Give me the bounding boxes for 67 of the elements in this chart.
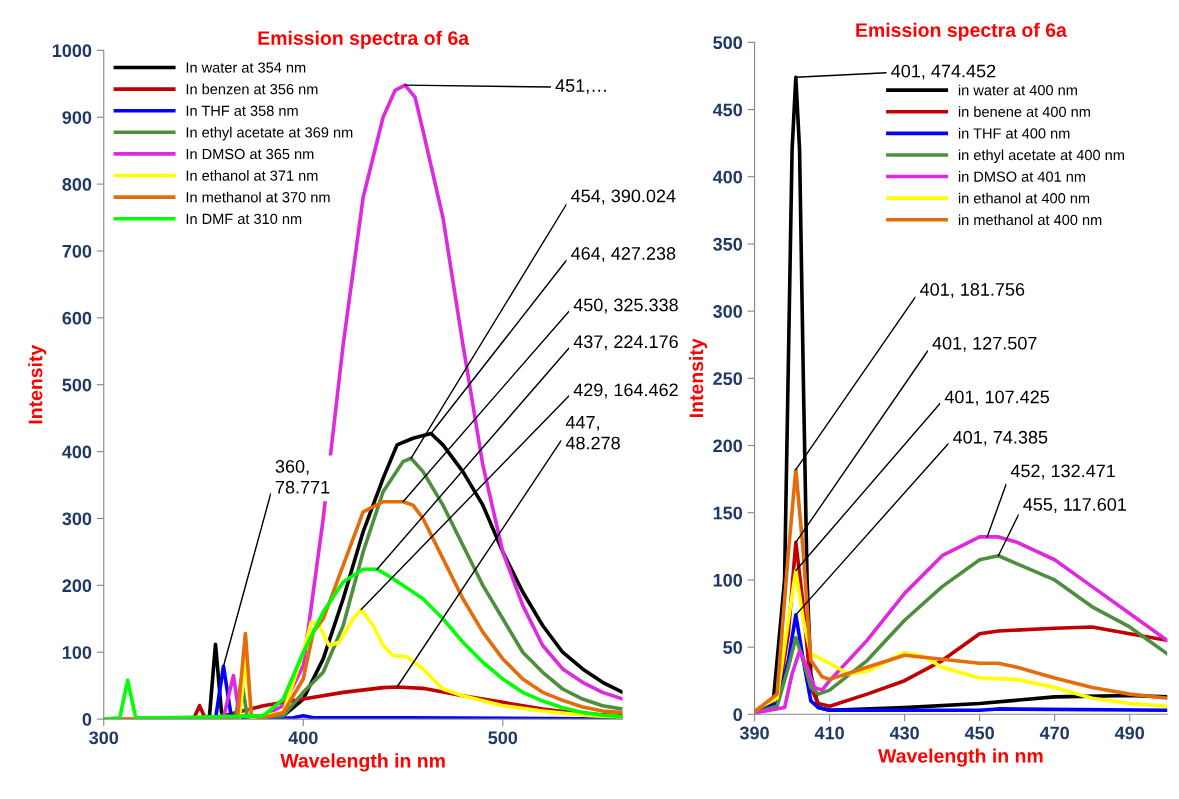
- y-tick-label: 300: [62, 512, 92, 526]
- annotation: 360, 78.771: [275, 460, 330, 494]
- x-axis-title: Wavelength in nm: [280, 753, 445, 772]
- annotation: 464, 427.238: [571, 247, 676, 262]
- x-tick-label: 500: [488, 731, 518, 745]
- legend-label: In water at 354 nm: [186, 62, 306, 73]
- x-tick-label: 300: [89, 731, 119, 745]
- y-tick-label: 400: [712, 170, 743, 184]
- annotation: 450, 325.338: [573, 298, 678, 314]
- legend-label: In DMF at 310 nm: [186, 213, 302, 225]
- y-tick-label: 600: [62, 311, 92, 325]
- y-tick-label: 400: [62, 445, 92, 459]
- x-tick-label: 390: [739, 726, 769, 740]
- legend-label: in DMSO at 401 nm: [958, 171, 1086, 182]
- chart-title: Emission spectra of 6a: [856, 22, 1067, 41]
- legend-label: In benzen at 356 nm: [186, 83, 318, 95]
- annotation: 454, 390.024: [571, 189, 676, 205]
- legend-label: in benene at 400 nm: [958, 106, 1090, 117]
- y-tick-label: 500: [713, 36, 743, 50]
- annotation: 455, 117.601: [1023, 498, 1126, 513]
- annotation: 429, 164.462: [573, 383, 678, 399]
- y-tick-label: 200: [62, 579, 92, 593]
- y-tick-label: 150: [713, 506, 743, 520]
- y-tick-label: 50: [723, 641, 743, 654]
- legend-label: In THF at 358 nm: [186, 105, 298, 116]
- x-axis-title: Wavelength in nm: [878, 748, 1043, 767]
- y-tick-label: 200: [713, 439, 743, 453]
- y-tick-label: 0: [733, 708, 743, 722]
- annotation: 452, 132.471: [1010, 464, 1115, 480]
- legend-label: In ethanol at 371 nm: [186, 170, 318, 181]
- y-tick-label: 700: [62, 244, 92, 258]
- y-tick-label: 800: [62, 178, 92, 191]
- y-tick-label: 450: [712, 103, 743, 117]
- x-tick-label: 490: [1114, 726, 1145, 740]
- annotation: 401, 127.507: [932, 336, 1037, 352]
- x-tick-label: 450: [964, 726, 994, 740]
- legend-label: in methanol at 400 nm: [958, 214, 1102, 226]
- annotation: 437, 224.176: [573, 335, 678, 351]
- chart-title: Emission spectra of 6a: [258, 30, 470, 49]
- legend-label: in water at 400 nm: [958, 84, 1077, 96]
- y-tick-label: 100: [713, 573, 743, 587]
- annotation: 401, 107.425: [944, 390, 1050, 406]
- annotation: 447, 48.278: [565, 416, 620, 450]
- legend-label: In methanol at 370 nm: [186, 191, 330, 203]
- x-tick-label: 410: [814, 726, 844, 740]
- y-tick-label: 100: [62, 646, 92, 659]
- legend-label: in ethanol at 400 nm: [958, 192, 1090, 204]
- y-tick-label: 1000: [52, 44, 92, 58]
- annotation: 451,…: [555, 79, 606, 95]
- legend-label: In DMSO at 365 nm: [186, 148, 314, 160]
- legend-label: In ethyl acetate at 369 nm: [186, 126, 353, 141]
- y-tick-label: 300: [713, 305, 743, 318]
- y-tick-label: 350: [713, 237, 743, 251]
- y-tick-label: 500: [62, 378, 92, 392]
- y-tick-label: 0: [82, 713, 92, 726]
- legend-label: in ethyl acetate at 400 nm: [958, 149, 1124, 164]
- x-tick-label: 430: [889, 726, 919, 740]
- annotation: 401, 74.385: [953, 430, 1048, 446]
- legend-label: in THF at 400 nm: [958, 127, 1070, 139]
- annotation: 401, 474.452: [891, 64, 996, 80]
- y-axis-title: Intensity: [28, 344, 47, 424]
- annotation: 401, 181.756: [920, 283, 1025, 298]
- x-tick-label: 400: [288, 731, 318, 745]
- y-tick-label: 900: [62, 111, 92, 124]
- x-tick-label: 470: [1039, 726, 1069, 740]
- y-axis-title: Intensity: [688, 338, 708, 417]
- y-tick-label: 250: [713, 372, 743, 386]
